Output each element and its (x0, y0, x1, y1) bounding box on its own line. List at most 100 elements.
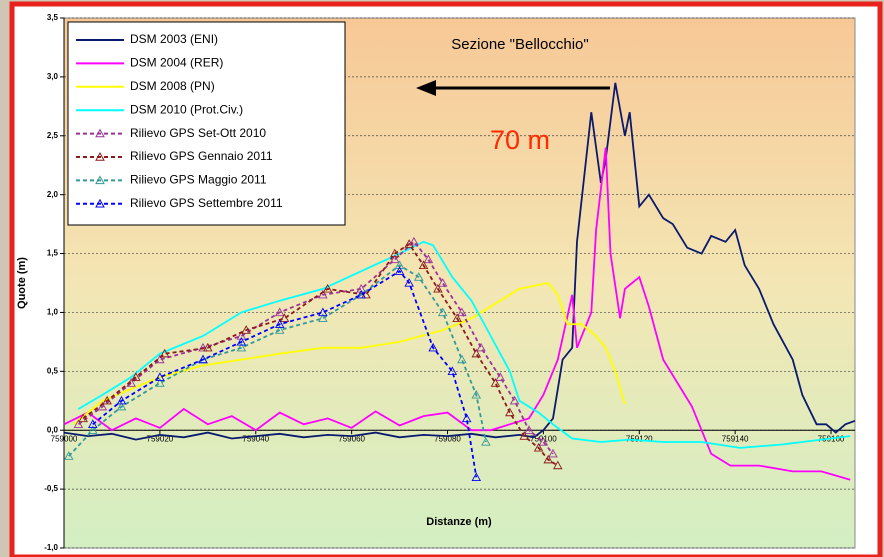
marker (447, 366, 458, 375)
legend-label: Rilievo GPS Settembre 2011 (130, 196, 283, 210)
series-line (63, 147, 851, 481)
marker (116, 395, 127, 405)
marker (457, 307, 467, 317)
legend (67, 21, 346, 226)
arrow-head (416, 80, 436, 96)
marker (73, 419, 84, 428)
legend-marker (95, 128, 105, 138)
marker (279, 313, 290, 322)
legend-label: Rilievo GPS Gennaio 2011 (130, 149, 273, 163)
marker (490, 378, 501, 387)
marker (394, 266, 405, 275)
legend-label: Rilievo GPS Set-Ott 2010 (130, 126, 266, 140)
series-line (63, 82, 856, 441)
marker (524, 425, 534, 434)
marker (538, 437, 549, 446)
y-tick-label: 3,5 (47, 13, 59, 22)
marker (471, 348, 482, 358)
legend-label: DSM 2003 (ENI) (130, 32, 218, 46)
marker (409, 236, 419, 246)
marker (361, 289, 371, 299)
x-tick-label: 759040 (242, 434, 269, 443)
y-tick-label: 3,0 (47, 72, 59, 81)
marker (155, 378, 165, 387)
legend-label: DSM 2004 (RER) (130, 56, 223, 70)
marker (236, 336, 247, 346)
marker (236, 331, 247, 340)
marker (433, 283, 443, 293)
marker (102, 395, 112, 405)
marker (78, 413, 88, 423)
marker (495, 372, 506, 381)
y-tick-label: 0,5 (47, 366, 59, 375)
x-tick-label: 759120 (626, 434, 653, 443)
y-tick-label: 1,0 (47, 308, 59, 317)
legend-entries: DSM 2003 (ENI) DSM 2004 (RER) DSM 2008 (PN… (76, 32, 283, 210)
marker (437, 307, 448, 317)
marker (87, 425, 98, 434)
marker (64, 451, 74, 460)
marker (461, 413, 472, 423)
y-tick-label: 0,0 (47, 425, 59, 434)
y-axis-label: Quote (m) (16, 257, 28, 309)
marker (476, 342, 486, 352)
marker (241, 325, 251, 334)
legend-marker (95, 198, 105, 208)
marker (404, 239, 414, 248)
marker (198, 342, 208, 352)
marker (390, 248, 400, 258)
marker (428, 342, 438, 352)
marker (159, 348, 170, 358)
y-tick-label: -0,5 (44, 484, 58, 493)
marker (543, 454, 553, 464)
marker (452, 313, 462, 322)
marker (394, 260, 405, 269)
marker (131, 372, 141, 381)
x-tick-label: 759000 (51, 434, 78, 443)
grid: -1,0 -0,5 0,0 0,5 1,0 1,5 2,0 2,5 3,0 3,5 759000 75… (44, 13, 855, 552)
marker (404, 278, 414, 287)
annotation: 70 m (490, 125, 550, 155)
marker (356, 283, 366, 293)
marker (274, 325, 285, 334)
marker (471, 472, 482, 481)
marker (390, 254, 400, 264)
marker (356, 289, 366, 299)
marker (423, 254, 434, 264)
marker (274, 307, 285, 317)
legend-marker (95, 151, 105, 161)
y-tick-label: 2,0 (47, 190, 59, 199)
marker (116, 401, 127, 411)
marker (318, 307, 328, 317)
marker (274, 319, 285, 328)
x-tick-label: 759080 (434, 434, 461, 443)
y-tick-label: -1,0 (44, 543, 58, 552)
marker (548, 448, 558, 458)
marker (457, 354, 467, 364)
legend-label: DSM 2010 (Prot.Civ.) (130, 102, 243, 116)
marker (203, 342, 213, 352)
marker (155, 354, 165, 364)
x-axis-label: Distanze (m) (426, 516, 492, 528)
marker (198, 354, 208, 364)
marker (505, 407, 515, 417)
legend-label: DSM 2008 (PN) (130, 79, 215, 93)
x-tick-label: 759140 (722, 434, 749, 443)
marker (519, 431, 529, 440)
legend-label: Rilievo GPS Maggio 2011 (130, 173, 267, 187)
marker (236, 342, 247, 352)
legend-marker (95, 175, 105, 185)
marker (471, 389, 482, 399)
lines (63, 82, 856, 481)
marker (533, 442, 544, 452)
series-line (82, 242, 559, 467)
marker (553, 460, 563, 470)
marker (87, 419, 98, 428)
marker (418, 260, 429, 269)
marker (413, 272, 424, 281)
series-line (77, 240, 851, 449)
series-line (68, 264, 487, 457)
marker (318, 313, 328, 322)
